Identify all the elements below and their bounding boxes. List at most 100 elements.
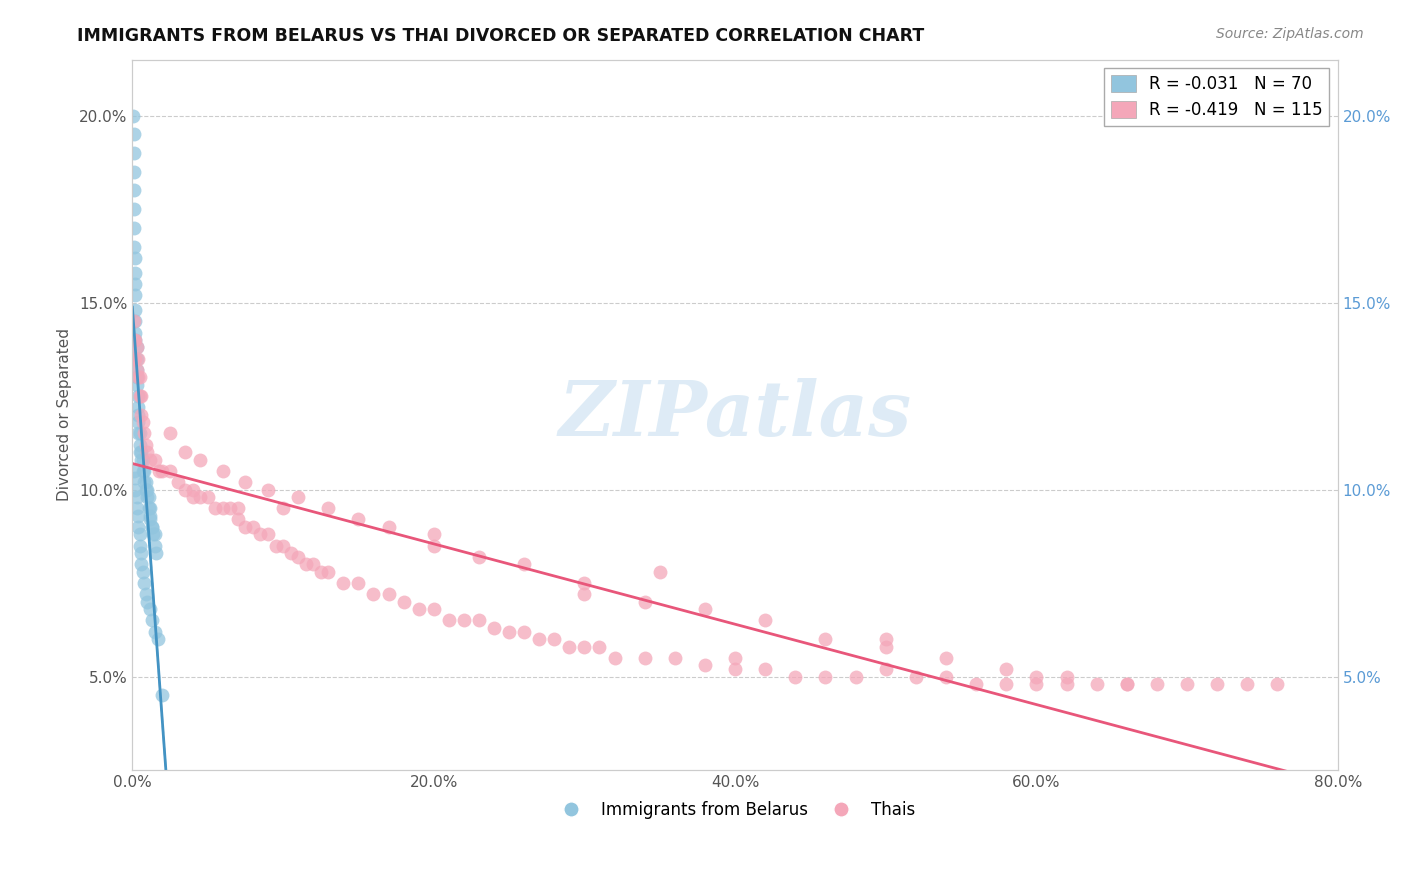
- Point: [139, 452, 162, 467]
- Point: [437, 614, 460, 628]
- Point: [127, 401, 149, 415]
- Point: [136, 595, 159, 609]
- Point: [145, 546, 167, 560]
- Point: [125, 377, 148, 392]
- Point: [527, 632, 550, 647]
- Point: [124, 277, 146, 291]
- Point: [468, 549, 491, 564]
- Point: [131, 558, 153, 572]
- Point: [131, 408, 153, 422]
- Point: [188, 490, 211, 504]
- Point: [724, 650, 747, 665]
- Point: [132, 415, 155, 429]
- Point: [935, 669, 957, 683]
- Point: [143, 452, 166, 467]
- Point: [648, 565, 671, 579]
- Point: [513, 624, 536, 639]
- Point: [136, 445, 159, 459]
- Point: [122, 464, 145, 478]
- Point: [131, 445, 153, 459]
- Point: [287, 490, 309, 504]
- Point: [122, 146, 145, 161]
- Point: [347, 512, 370, 526]
- Point: [588, 640, 610, 654]
- Point: [132, 565, 155, 579]
- Point: [603, 650, 626, 665]
- Point: [124, 288, 146, 302]
- Point: [122, 239, 145, 253]
- Point: [124, 314, 146, 328]
- Point: [134, 426, 156, 441]
- Point: [135, 483, 157, 497]
- Point: [995, 677, 1018, 691]
- Point: [875, 662, 897, 676]
- Point: [125, 363, 148, 377]
- Point: [935, 650, 957, 665]
- Point: [904, 669, 927, 683]
- Point: [125, 341, 148, 355]
- Point: [134, 464, 156, 478]
- Point: [422, 602, 444, 616]
- Point: [693, 602, 716, 616]
- Point: [159, 426, 181, 441]
- Point: [294, 558, 316, 572]
- Point: [1206, 677, 1229, 691]
- Point: [264, 539, 287, 553]
- Point: [181, 483, 204, 497]
- Point: [468, 614, 491, 628]
- Point: [124, 333, 146, 347]
- Point: [127, 351, 149, 366]
- Point: [197, 490, 219, 504]
- Point: [143, 527, 166, 541]
- Point: [634, 650, 657, 665]
- Point: [724, 662, 747, 676]
- Point: [965, 677, 987, 691]
- Point: [1056, 677, 1078, 691]
- Point: [139, 512, 162, 526]
- Point: [875, 632, 897, 647]
- Point: [127, 508, 149, 523]
- Point: [159, 464, 181, 478]
- Point: [122, 351, 145, 366]
- Text: ZIPatlas: ZIPatlas: [558, 378, 911, 452]
- Point: [271, 539, 294, 553]
- Point: [138, 501, 160, 516]
- Point: [128, 389, 150, 403]
- Point: [122, 109, 145, 123]
- Point: [664, 650, 686, 665]
- Point: [141, 614, 163, 628]
- Point: [127, 415, 149, 429]
- Point: [139, 602, 162, 616]
- Point: [124, 326, 146, 340]
- Point: [574, 576, 596, 591]
- Point: [204, 501, 226, 516]
- Point: [136, 490, 159, 504]
- Point: [1056, 669, 1078, 683]
- Point: [174, 483, 197, 497]
- Point: [146, 632, 169, 647]
- Point: [135, 587, 157, 601]
- Point: [124, 351, 146, 366]
- Point: [377, 520, 399, 534]
- Point: [139, 501, 162, 516]
- Point: [136, 483, 159, 497]
- Y-axis label: Divorced or Separated: Divorced or Separated: [58, 328, 72, 501]
- Point: [408, 602, 430, 616]
- Point: [122, 165, 145, 179]
- Point: [125, 501, 148, 516]
- Point: [422, 527, 444, 541]
- Point: [1025, 677, 1047, 691]
- Point: [128, 539, 150, 553]
- Point: [1025, 669, 1047, 683]
- Point: [122, 184, 145, 198]
- Point: [127, 520, 149, 534]
- Point: [392, 595, 415, 609]
- Point: [135, 438, 157, 452]
- Point: [128, 445, 150, 459]
- Point: [634, 595, 657, 609]
- Point: [211, 501, 233, 516]
- Point: [143, 624, 166, 639]
- Point: [513, 558, 536, 572]
- Point: [235, 475, 257, 489]
- Point: [995, 662, 1018, 676]
